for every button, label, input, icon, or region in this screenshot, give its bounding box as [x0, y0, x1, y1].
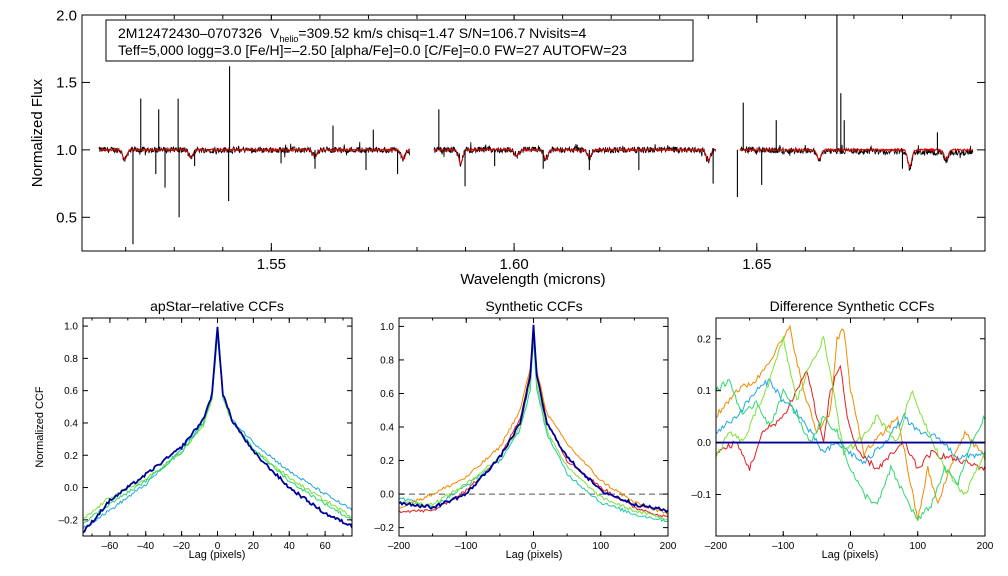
ccf-series-synthetic-3 [399, 327, 668, 518]
ytick-label: 0.0 [697, 438, 711, 449]
ccf-series-synthetic-5 [399, 332, 668, 521]
ytick-label: 0.0 [380, 490, 394, 501]
ytick-label: 0.2 [697, 334, 711, 345]
difference-ccf-panel: Difference Synthetic CCFs –200 –100 0 100 20… [692, 298, 994, 561]
xtick-label: 200 [660, 541, 677, 552]
xtick-label: 1.55 [257, 256, 286, 273]
ccf-series-diff-6 [716, 379, 985, 521]
xtick-label: 100 [909, 541, 926, 552]
info-line-2: Teff=5,000 logg=3.0 [Fe/H]=–2.50 [alpha/… [118, 42, 627, 58]
model-spectrum-segment [739, 147, 974, 168]
apstar-ccf-frame [82, 317, 353, 537]
xtick-label: –100 [772, 541, 795, 552]
ccf-series-diff-2 [716, 324, 985, 522]
xtick-label: 200 [977, 541, 994, 552]
ytick-label: 0.2 [64, 451, 78, 462]
synthetic-ccf-axes: –200 –100 0 100 200 –0.2 0.0 0.2 0.4 0.6 0.8 1.0 [375, 318, 677, 552]
apstar-ccf-axes: –60 –40 –20 0 20 40 60 –0.2 0.0 0.2 0.4 0.6 0.8 1.0 [59, 318, 352, 552]
apstar-ccf-ylabel: Normalized CCF [34, 386, 46, 468]
synthetic-ccf-xlabel: Lag (pixels) [506, 549, 563, 561]
ytick-label: 1.5 [56, 75, 77, 92]
ytick-label: 2.0 [56, 7, 77, 24]
ytick-label: 0.0 [64, 483, 78, 494]
synthetic-ccf-lines [399, 324, 668, 523]
ccf-series-visit-1 [83, 326, 352, 534]
model-spectrum-segment [433, 147, 716, 165]
difference-ccf-frame [715, 317, 986, 537]
ytick-label: 1.0 [56, 142, 77, 159]
xtick-label: 0 [215, 541, 221, 552]
ccf-series-diff-5 [716, 335, 985, 496]
spectrum-frame [81, 14, 986, 252]
xtick-label: –60 [102, 541, 119, 552]
ytick-label: –0.2 [59, 515, 79, 526]
ytick-label: –0.2 [375, 523, 395, 534]
apstar-ccf-panel: apStar–relative CCFs –60 –40 –20 0 20 40 60 –0.… [34, 298, 353, 561]
ytick-label: 0.5 [56, 210, 77, 227]
ccf-series-diff-3 [716, 364, 985, 472]
ytick-label: 0.6 [64, 386, 78, 397]
difference-ccf-lines [716, 324, 985, 522]
ccf-series-visit-4 [83, 330, 352, 525]
apstar-ccf-lines [83, 326, 352, 534]
spectrum-lines [98, 15, 974, 245]
observed-spectrum-segment [98, 141, 411, 162]
xtick-label: –100 [455, 541, 478, 552]
ytick-label: 0.2 [380, 456, 394, 467]
ytick-label: 0.4 [64, 418, 78, 429]
ccf-series-diff-4 [716, 378, 985, 465]
xtick-label: –200 [705, 541, 728, 552]
stellar-params-minus: – [292, 42, 300, 58]
info-box [105, 19, 694, 62]
difference-ccf-axes: –200 –100 0 100 200 –0.1 0.0 0.1 0.2 [692, 318, 994, 552]
xtick-label: –40 [137, 541, 154, 552]
ytick-label: 1.0 [64, 322, 78, 333]
ccf-series-visit-2 [83, 334, 352, 530]
spectrum-axes: 1.55 1.60 1.65 0.5 1.0 1.5 2.0 [56, 7, 985, 273]
observed-spectrum-segment [739, 144, 974, 171]
spectrum-panel: 1.55 1.60 1.65 0.5 1.0 1.5 2.0 Wavelength (mic… [29, 7, 986, 288]
ytick-label: 0.6 [380, 389, 394, 400]
model-spectrum-segment [98, 147, 411, 161]
ytick-label: 0.1 [697, 386, 711, 397]
xtick-label: 60 [320, 541, 332, 552]
difference-ccf-title: Difference Synthetic CCFs [770, 298, 935, 314]
observed-spectrum-segment [433, 142, 716, 168]
stellar-params-post: 2.50 [alpha/Fe]=0.0 [C/Fe]=0.0 FW=27 AUT… [300, 42, 628, 58]
xtick-label: 40 [284, 541, 296, 552]
ccf-series-synthetic-2 [399, 325, 668, 516]
ytick-label: 0.8 [380, 355, 394, 366]
star-id: 2M12472430–0707326 [118, 25, 262, 41]
difference-ccf-xlabel: Lag (pixels) [822, 549, 879, 561]
ccf-series-synthetic-1 [399, 324, 668, 514]
xtick-label: –200 [388, 541, 411, 552]
info-line-1: 2M12472430–0707326 Vhelio=309.52 km/s chi… [118, 25, 587, 44]
apstar-ccf-xlabel: Lag (pixels) [189, 549, 246, 561]
vhelio-prefix: V [270, 25, 280, 41]
xtick-label: 1.60 [499, 256, 528, 273]
xtick-label: 0 [848, 541, 854, 552]
ytick-label: 0.8 [64, 354, 78, 365]
apstar-ccf-title: apStar–relative CCFs [150, 298, 284, 314]
ytick-label: 0.4 [380, 423, 394, 434]
xtick-label: 100 [592, 541, 609, 552]
xtick-label: 20 [248, 541, 260, 552]
spectrum-ylabel: Normalized Flux [29, 78, 46, 187]
vhelio-rest: =309.52 km/s chisq=1.47 S/N=106.7 Nvisit… [298, 25, 586, 41]
vhelio-subscript: helio [279, 34, 298, 44]
xtick-label: 1.65 [742, 256, 771, 273]
spectrum-xlabel: Wavelength (microns) [460, 271, 605, 288]
xtick-label: 0 [531, 541, 537, 552]
synthetic-ccf-title: Synthetic CCFs [485, 298, 582, 314]
stellar-params-pre: Teff=5,000 logg=3.0 [Fe/H]= [118, 42, 292, 58]
synthetic-ccf-panel: Synthetic CCFs –200 –100 0 100 200 –0.2 0.0 0.2… [375, 298, 677, 561]
ytick-label: –0.1 [692, 490, 712, 501]
xtick-label: –20 [173, 541, 190, 552]
ytick-label: 1.0 [380, 322, 394, 333]
